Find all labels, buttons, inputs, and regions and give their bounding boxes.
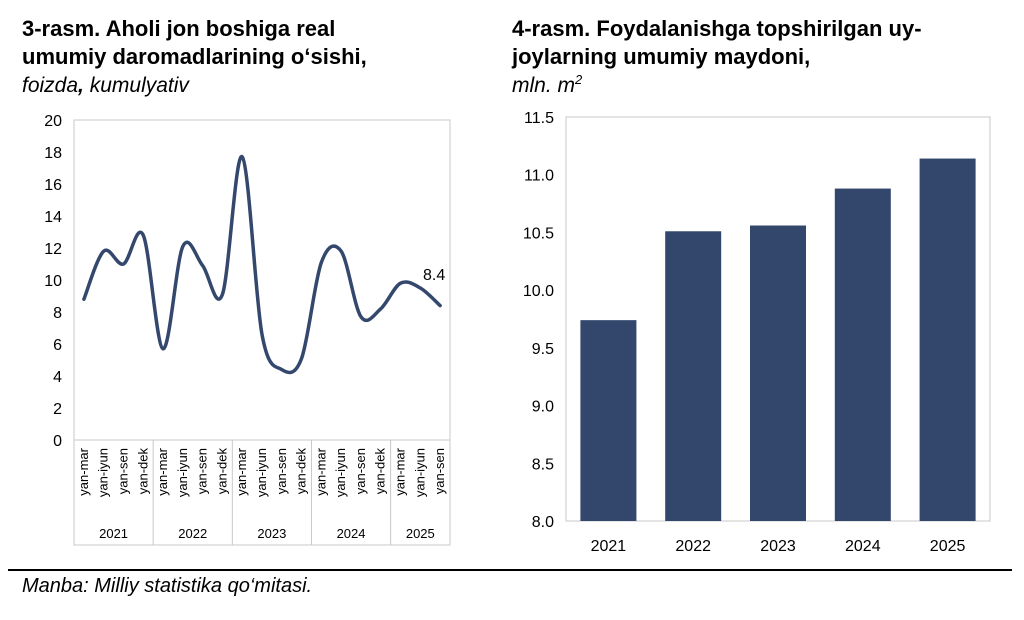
y-tick-label: 4 — [53, 369, 62, 386]
year-label: 2021 — [99, 526, 128, 541]
x-tick-label: yan-mar — [393, 447, 408, 495]
y-tick-label: 9.0 — [532, 399, 554, 416]
x-tick-label: 2024 — [845, 538, 881, 555]
chart1-title-line2: umumiy daromadlarining o‘sishi, — [22, 44, 367, 69]
x-tick-label: yan-iyun — [175, 448, 190, 497]
x-tick-label: yan-mar — [76, 447, 91, 495]
bar-chart: 8.0 8.5 9.0 9.5 10.0 10.5 11.0 11.5 2021 2022 2023… — [523, 110, 991, 555]
y-tick-label: 8 — [53, 305, 62, 322]
y-tick-label: 0 — [53, 433, 62, 450]
y-tick-label: 10 — [44, 273, 62, 290]
y-tick-label: 6 — [53, 337, 62, 354]
x-tick-label: 2025 — [930, 538, 966, 555]
x-tick-label: yan-dek — [373, 448, 388, 495]
bar — [919, 158, 976, 521]
y-tick-label: 10.0 — [523, 283, 554, 300]
line-chart: 0 2 4 6 8 10 12 14 16 18 20 yan-mar yan-iyun yan-sen y… — [44, 113, 451, 546]
bar — [750, 225, 806, 521]
last-value-data-label: 8.4 — [423, 267, 445, 284]
y-tick-label: 10.5 — [523, 225, 554, 242]
y-tick-label: 11.0 — [524, 168, 554, 185]
x-tick-label: yan-mar — [234, 447, 249, 495]
x-tick-label: yan-iyun — [412, 448, 427, 497]
x-tick-label: yan-sen — [115, 448, 130, 494]
series-line — [82, 155, 442, 375]
y-tick-label: 8.0 — [532, 514, 554, 531]
chart2-subtitle-unit: mln. m — [512, 74, 575, 97]
x-tick-label: yan-iyun — [333, 448, 348, 497]
chart1-subtitle-rest: kumulyativ — [83, 74, 189, 97]
plot-area-frame — [73, 119, 451, 546]
chart2-title-line2: joylarning umumiy maydoni, — [512, 44, 811, 69]
x-tick-label: yan-dek — [294, 448, 309, 495]
footer-divider — [8, 569, 1012, 571]
bar — [580, 320, 637, 521]
chart1-title-line1: 3-rasm. Aholi jon boshiga real — [22, 16, 336, 41]
x-tick-label: yan-iyun — [96, 448, 111, 497]
y-tick-label: 2 — [53, 401, 62, 418]
year-label: 2025 — [406, 526, 435, 541]
x-tick-label: yan-mar — [313, 447, 328, 495]
year-label: 2024 — [337, 526, 366, 541]
x-tick-label: yan-sen — [274, 448, 289, 494]
y-tick-label: 12 — [44, 241, 62, 258]
y-tick-label: 8.5 — [532, 456, 554, 473]
x-tick-label: yan-iyun — [254, 448, 269, 497]
x-tick-label: yan-sen — [432, 448, 447, 494]
bar — [834, 188, 891, 521]
x-tick-label: 2022 — [675, 538, 711, 555]
chart2-title-line1: 4-rasm. Foydalanishga topshirilgan uy- — [512, 16, 922, 41]
y-tick-label: 14 — [44, 209, 62, 226]
chart2-subtitle: mln. m2 — [512, 72, 583, 98]
x-tick-label: yan-sen — [353, 448, 368, 494]
chart1-subtitle-comma: , — [78, 74, 84, 97]
x-tick-label: 2021 — [591, 538, 627, 555]
x-tick-label: yan-sen — [195, 448, 210, 494]
y-tick-label: 11.5 — [524, 110, 554, 127]
chart2-subtitle-superscript: 2 — [575, 72, 583, 87]
x-tick-label: yan-mar — [155, 447, 170, 495]
x-tick-label: 2023 — [760, 538, 796, 555]
year-label: 2023 — [257, 526, 286, 541]
x-tick-label: yan-dek — [135, 448, 150, 495]
x-tick-label: yan-dek — [214, 448, 229, 495]
chart1-subtitle-unit: foizda — [22, 74, 79, 97]
year-label: 2022 — [178, 526, 207, 541]
y-tick-label: 18 — [44, 145, 62, 162]
bar — [665, 231, 722, 521]
chart1-subtitle: foizda, kumulyativ — [22, 74, 189, 98]
y-tick-label: 20 — [44, 113, 62, 130]
y-tick-label: 9.5 — [532, 341, 554, 358]
source-note: Manba: Milliy statistika qo‘mitasi. — [22, 575, 313, 597]
y-tick-label: 16 — [44, 177, 62, 194]
